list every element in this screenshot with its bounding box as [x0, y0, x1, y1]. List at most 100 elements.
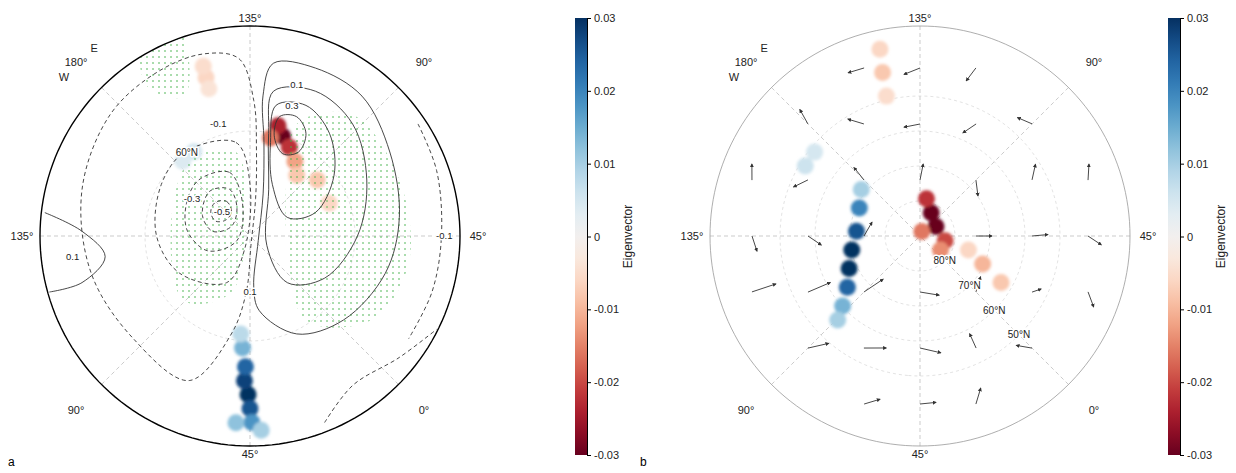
wind-vector	[752, 236, 757, 251]
colorbar-tick-label: 0.03	[1187, 12, 1208, 24]
map-frame	[710, 26, 1130, 446]
colorbar-tick-label: -0.03	[1187, 449, 1212, 461]
parallel	[780, 96, 1060, 376]
eigenvector-shading	[797, 41, 1010, 329]
colorbar-tick: -0.01	[1180, 303, 1212, 315]
eigenvector-cell	[851, 199, 868, 216]
latitude-label: 70°N	[958, 280, 980, 291]
colorbar-tick: -0.02	[587, 376, 619, 388]
map-content	[710, 26, 1130, 446]
longitude-label: 0°	[419, 404, 430, 416]
wind-vector	[976, 180, 978, 196]
eigenvector-cell	[853, 181, 870, 198]
colorbar-tick-mark	[587, 164, 591, 165]
parallel	[850, 166, 990, 306]
longitude-label: 45°	[470, 230, 487, 242]
eigenvector-cell	[878, 88, 895, 105]
longitude-label: 90°	[416, 56, 433, 68]
colorbar-tick-label: -0.02	[1187, 376, 1212, 388]
longitude-label: 135°	[909, 12, 932, 24]
contour-label: 0.1	[66, 251, 79, 262]
latitude-label: 80°N	[934, 255, 956, 266]
colorbar-tick-mark	[587, 91, 591, 92]
contour-line	[202, 188, 237, 232]
wind-vector	[752, 284, 776, 292]
eigenvector-cell	[806, 144, 823, 161]
colorbar-tick-label: 0.01	[594, 158, 615, 170]
colorbar-tick-label: 0.02	[594, 85, 615, 97]
panel-label: a	[8, 455, 15, 469]
colorbar-title: Eigenvector	[1214, 205, 1228, 268]
eigenvector-cell	[960, 241, 977, 258]
longitude-label: 90°	[1086, 56, 1103, 68]
eigenvector-cell	[993, 274, 1010, 291]
colorbar-tick: -0.03	[587, 449, 619, 461]
colorbar-axis: 0.030.020.010-0.01-0.02-0.03	[587, 12, 619, 461]
wind-vector	[794, 180, 808, 187]
map-background	[710, 26, 1130, 446]
wind-vector	[976, 236, 992, 237]
wind-vector	[848, 68, 864, 73]
colorbar-axis: 0.030.020.010-0.01-0.02-0.03	[1180, 12, 1212, 461]
eigenvector-cell	[253, 422, 270, 439]
colorbar-tick: -0.02	[1180, 376, 1212, 388]
wind-vector	[1032, 164, 1035, 180]
colorbar-tick-label: 0	[1187, 231, 1193, 243]
colorbar-tick-mark	[587, 309, 591, 310]
wind-vector	[904, 68, 920, 74]
longitude-label: 45°	[242, 448, 259, 460]
colorbar-tick-mark	[587, 382, 591, 383]
wind-vector	[976, 388, 981, 404]
contour-label: -0.1	[436, 230, 452, 241]
colorbar-tick-mark	[1180, 164, 1184, 165]
colorbar-tick: 0.01	[587, 158, 615, 170]
contour-line	[325, 329, 437, 422]
colorbar-tick-label: -0.01	[1187, 303, 1212, 315]
eigenvector-cell	[797, 157, 814, 174]
wind-vector	[864, 222, 872, 236]
colorbar-tick: 0.03	[1180, 12, 1208, 24]
wind-vector	[920, 164, 923, 180]
colorbar-axis-line	[588, 19, 592, 456]
colorbar-tick-mark	[1180, 455, 1184, 456]
wind-vector	[1017, 118, 1032, 124]
wind-vector	[1088, 236, 1101, 245]
contour-label: -0.1	[210, 118, 226, 129]
wind-vector	[854, 168, 864, 181]
contour-label: 0.1	[290, 79, 303, 90]
wind-vector	[1032, 289, 1041, 292]
wind-vector	[864, 399, 880, 404]
wind-vector	[808, 343, 829, 348]
panel-b: 135°90°45°0°45°90°135°180°EW80°N70°N60°N…	[681, 12, 1157, 460]
contour-line	[274, 115, 306, 155]
longitude-label: 45°	[912, 448, 929, 460]
eigenvector-cell	[200, 80, 217, 97]
wind-vector	[920, 292, 939, 295]
contour-line	[265, 87, 366, 285]
meridian	[772, 236, 920, 384]
colorbar-tick-mark	[1180, 309, 1184, 310]
wind-vector	[904, 124, 920, 127]
colorbar	[1168, 18, 1180, 455]
contour-line	[254, 61, 400, 334]
contour-line	[81, 53, 257, 381]
significance-stipple	[171, 149, 247, 304]
wind-vector	[751, 164, 752, 180]
eigenvector-cell	[843, 242, 860, 259]
colorbar-tick-label: 0	[594, 231, 600, 243]
meridian	[920, 236, 1068, 384]
longitude-label: 0°	[1089, 404, 1100, 416]
longitude-label: 90°	[68, 404, 85, 416]
latitude-label: 60°N	[176, 147, 198, 158]
map-content	[40, 26, 460, 446]
east-label: E	[90, 42, 97, 54]
colorbar-axis-line	[1181, 19, 1185, 456]
wind-vector	[800, 110, 808, 124]
meridian	[772, 88, 920, 236]
colorbar-tick-mark	[1180, 382, 1184, 383]
colorbar-tick-mark	[587, 18, 591, 19]
contour-label: 0.1	[243, 286, 256, 297]
colorbar-tick: 0	[1180, 231, 1193, 243]
colorbar-tick: 0.01	[1180, 158, 1208, 170]
wind-vector	[920, 402, 936, 404]
